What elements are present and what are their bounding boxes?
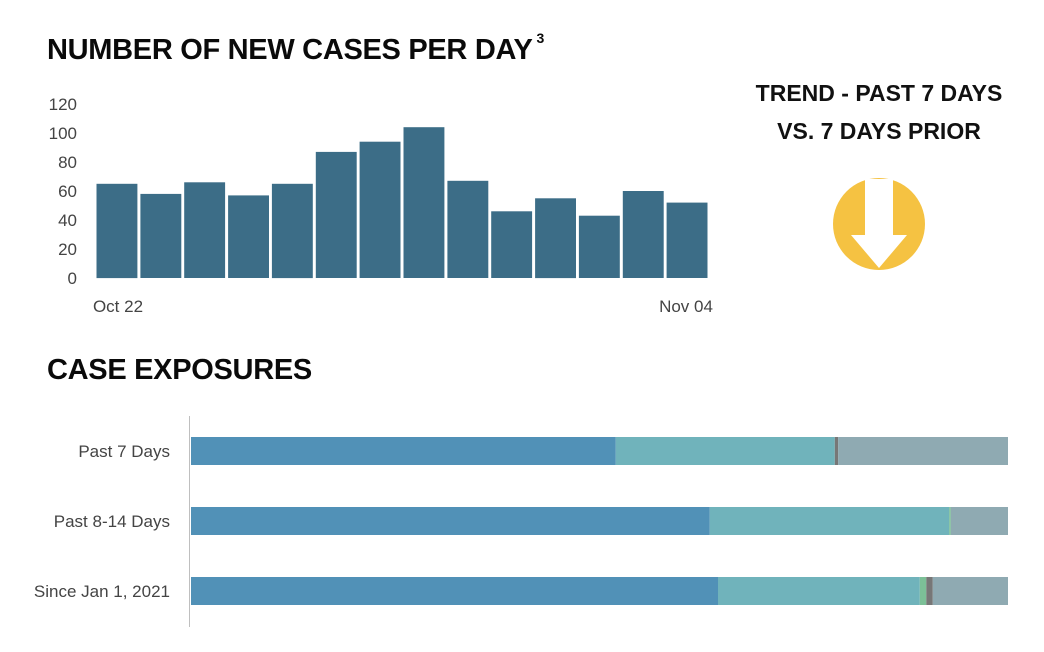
exposure-segment [919, 577, 927, 605]
category-label: Past 8-14 Days [54, 512, 170, 531]
exposure-segment [926, 577, 933, 605]
y-tick-label: 100 [49, 124, 77, 143]
cases-bar-chart: 0 20 40 60 80 100 120 Oct 22 Nov 04 [49, 95, 713, 316]
trend-title-line1: TREND - PAST 7 DAYS [755, 80, 1003, 106]
footnote-marker: 3 [536, 30, 545, 46]
case-bar [140, 193, 182, 278]
category-label: Past 7 Days [78, 442, 170, 461]
exposure-segment [191, 577, 718, 605]
exposure-segment [191, 507, 710, 535]
exposure-segment [932, 577, 1008, 605]
case-bar [403, 127, 445, 278]
case-bar [359, 141, 401, 278]
x-tick-label: Nov 04 [659, 297, 713, 316]
exposure-segment [838, 437, 1008, 465]
exposure-segment [834, 437, 839, 465]
case-exposures-chart: Past 7 Days Past 8-14 Days Since Jan 1, 20… [34, 416, 1008, 627]
exposures-chart-title: CASE EXPOSURES [47, 354, 312, 386]
exposure-segment [950, 507, 1008, 535]
y-tick-label: 120 [49, 95, 77, 114]
cases-chart-title: NUMBER OF NEW CASES PER DAY 3 [47, 30, 544, 67]
case-bar [271, 183, 313, 279]
y-tick-label: 40 [58, 211, 77, 230]
y-tick-label: 80 [58, 153, 77, 172]
exposure-segment [718, 577, 920, 605]
case-bar [535, 198, 576, 279]
case-bar [578, 215, 620, 278]
down-arrow-icon [833, 178, 925, 270]
case-bar [315, 151, 357, 278]
case-bar [184, 182, 226, 278]
case-bar [228, 195, 269, 278]
case-bar [447, 180, 489, 278]
y-tick-label: 0 [68, 269, 77, 288]
cases-title-text: NUMBER OF NEW CASES PER DAY [47, 34, 533, 66]
trend-title-line2: VS. 7 DAYS PRIOR [777, 118, 981, 144]
trend-icon-arrow [851, 179, 907, 268]
case-bar [622, 191, 664, 278]
case-bar [666, 202, 708, 278]
exposure-segment [949, 507, 951, 535]
trend-panel: TREND - PAST 7 DAYS VS. 7 DAYS PRIOR [716, 74, 1042, 150]
exposure-segment [709, 507, 950, 535]
case-bar [491, 211, 533, 278]
exposure-segment [615, 437, 835, 465]
category-label: Since Jan 1, 2021 [34, 582, 170, 601]
exposure-segment [191, 437, 616, 465]
case-bar [96, 183, 138, 279]
y-tick-label: 60 [58, 182, 77, 201]
x-tick-label: Oct 22 [93, 297, 143, 316]
y-tick-label: 20 [58, 240, 77, 259]
